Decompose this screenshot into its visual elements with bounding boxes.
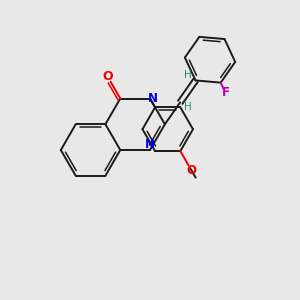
Text: O: O [187,164,197,177]
Text: O: O [102,70,113,83]
Text: H: H [184,70,192,80]
Text: N: N [145,138,155,151]
Text: N: N [148,92,158,105]
Text: F: F [221,86,230,99]
Text: H: H [184,102,192,112]
